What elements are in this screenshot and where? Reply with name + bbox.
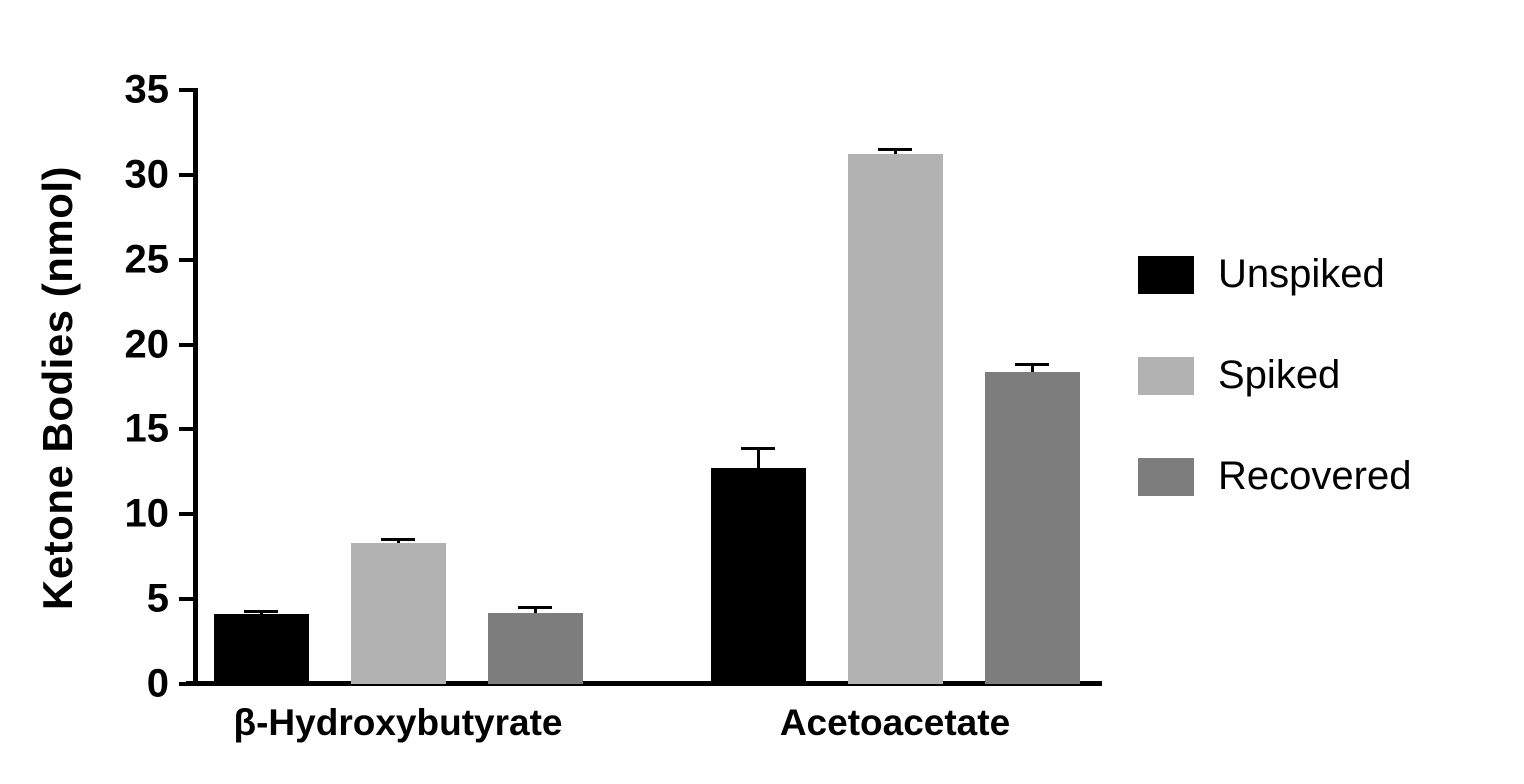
bar-unspiked-1 — [710, 468, 806, 684]
bar-spiked-1 — [847, 154, 943, 684]
y-tick-mark — [179, 172, 197, 177]
legend-label-recovered: Recovered — [1218, 454, 1412, 498]
y-tick-label: 0 — [146, 661, 169, 706]
category-label-acetoacetate: Acetoacetate — [779, 702, 1011, 743]
legend-item-recovered: Recovered — [1138, 454, 1411, 499]
error-bar-cap — [741, 446, 775, 450]
y-axis-title: Ketone Bodies (nmol) — [34, 165, 81, 611]
error-bar-cap — [518, 606, 552, 610]
error-bar-stem — [756, 448, 760, 469]
y-tick-mark — [179, 342, 197, 347]
legend-label-spiked: Spiked — [1218, 353, 1341, 397]
legend: Unspiked Spiked Recovered — [1138, 252, 1411, 555]
error-bar-cap — [1015, 363, 1049, 367]
legend-label-unspiked: Unspiked — [1218, 252, 1385, 296]
bar-unspiked-0 — [213, 614, 309, 684]
error-bar-stem — [396, 539, 400, 544]
y-tick-label: 5 — [146, 576, 169, 621]
y-tick-label: 30 — [124, 152, 170, 197]
y-tick-label: 10 — [124, 491, 170, 536]
error-bar-stem — [893, 149, 897, 155]
y-tick-label: 25 — [124, 237, 170, 282]
bar-recovered-1 — [984, 371, 1080, 684]
y-tick-mark — [179, 682, 197, 686]
error-bar-cap — [878, 147, 912, 151]
error-bar-cap — [244, 609, 278, 613]
legend-item-spiked: Spiked — [1138, 353, 1411, 398]
legend-swatch-spiked — [1138, 356, 1194, 395]
y-tick-label: 20 — [124, 322, 170, 367]
y-tick-mark — [179, 597, 197, 602]
x-axis-line — [186, 681, 1102, 686]
error-bar-stem — [533, 607, 537, 613]
y-tick-mark — [179, 427, 197, 432]
y-tick-label: 15 — [124, 406, 170, 451]
error-bar-stem — [1030, 364, 1034, 372]
error-bar-stem — [259, 611, 263, 615]
legend-swatch-recovered — [1138, 457, 1194, 496]
error-bar-cap — [381, 538, 415, 542]
bar-recovered-0 — [487, 612, 583, 684]
legend-swatch-unspiked — [1138, 255, 1194, 294]
y-axis-line — [193, 88, 198, 686]
legend-item-unspiked: Unspiked — [1138, 252, 1411, 297]
y-tick-mark — [179, 257, 197, 262]
category-label-bhb: β-Hydroxybutyrate — [233, 702, 563, 743]
y-tick-label: 35 — [124, 67, 170, 112]
bar-spiked-0 — [350, 543, 446, 684]
y-tick-mark — [179, 88, 197, 92]
y-tick-mark — [179, 512, 197, 517]
